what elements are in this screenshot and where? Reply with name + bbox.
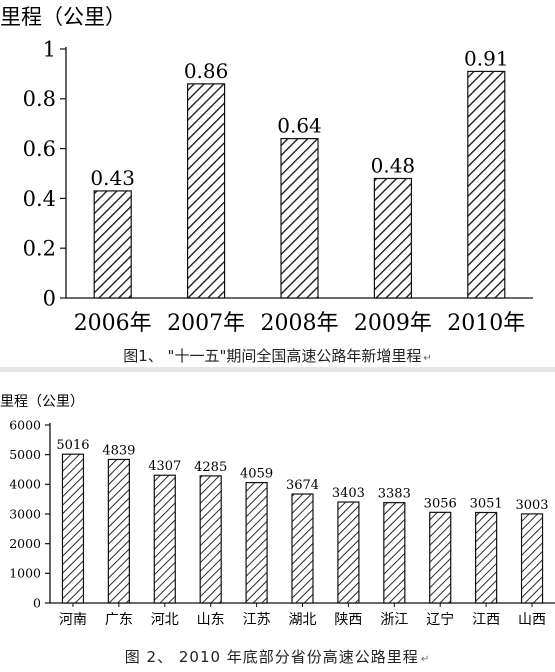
data-label: 3383 [378,487,411,502]
data-label: 3003 [515,498,548,513]
data-label: 4839 [102,443,135,458]
y-axis-label: 里程（公里） [0,394,84,410]
x-tick-label: 山西 [518,612,546,628]
data-label: 0.91 [464,46,509,70]
y-tick-label: 0 [43,286,56,310]
bar [383,502,406,604]
figure-2-caption-text: 图 2、 2010 年底部分省份高速公路里程 [124,648,419,666]
data-label: 0.43 [90,166,135,190]
x-tick-label: 2009年 [354,311,432,336]
annual-new-highway-mileage-chart: 里程（公里） 0 0.2 0.4 0.6 0.8 1 2006年 2007年 2008年 2009… [0,5,533,336]
bar [153,474,176,604]
y-tick-label: 4000 [9,477,41,492]
data-label: 3051 [470,496,503,511]
bar [280,138,319,299]
bar [93,190,132,299]
x-tick-label: 山东 [197,612,225,628]
data-label: 0.64 [277,114,322,138]
x-tick-label: 河南 [59,612,87,628]
bar [467,70,506,299]
bar [107,458,130,604]
y-tick-label: 6000 [9,417,41,432]
bar [337,501,360,604]
provincial-highway-mileage-chart: 里程（公里） 0 1000 2000 3000 4000 5000 6000 河南 广东 河北 山东… [0,394,555,628]
section-divider [0,367,555,372]
x-tick-label: 河北 [151,612,179,628]
y-tick-label: 0.8 [23,87,56,111]
x-tick-label: 广东 [105,612,133,628]
bar [373,177,412,299]
x-tick-label: 2008年 [261,311,339,336]
y-tick-label: 0.4 [23,187,56,211]
data-label: 4059 [240,467,273,482]
x-tick-label: 2006年 [74,311,152,336]
data-label: 4285 [194,460,227,475]
data-label: 5016 [56,438,89,453]
x-tick-label: 江西 [472,612,500,628]
x-tick-label: 湖北 [289,612,317,628]
x-tick-label: 江苏 [243,612,271,628]
y-tick-label: 0.6 [23,137,56,161]
y-tick-label: 2000 [9,536,41,551]
data-label: 4307 [148,459,181,474]
y-tick-label: 5000 [9,447,41,462]
bar [61,453,85,604]
bar [429,511,452,604]
data-label: 3403 [332,486,365,501]
y-tick-label: 1 [43,37,56,61]
x-tick-label: 2007年 [167,311,245,336]
figure-1-caption-text: 图1、 "十一五"期间全国高速公路年新增里程 [123,347,422,365]
data-label: 3056 [424,496,457,511]
y-tick-label: 0.2 [23,237,56,261]
y-tick-label: 0 [33,595,41,610]
bar [245,481,268,604]
y-axis-label: 里程（公里） [0,5,126,29]
x-tick-label: 2010年 [447,311,525,336]
return-mark-icon: ↵ [420,654,431,665]
x-tick-label: 浙江 [380,612,408,628]
figure-1-caption: 图1、 "十一五"期间全国高速公路年新增里程 ↵ [0,345,555,366]
bar [187,83,226,299]
bar [291,493,314,604]
y-tick-label: 3000 [9,506,41,521]
bar [475,511,498,604]
data-label: 3674 [286,478,319,493]
x-tick-label: 陕西 [334,612,362,628]
return-mark-icon: ↵ [423,353,432,364]
x-tick-label: 辽宁 [426,611,454,628]
data-label: 0.86 [184,59,229,83]
figure-2-caption: 图 2、 2010 年底部分省份高速公路里程 ↵ [0,646,555,667]
data-label: 0.48 [371,153,416,177]
bar [520,513,544,604]
y-tick-label: 1000 [9,566,41,581]
bar [199,475,222,604]
